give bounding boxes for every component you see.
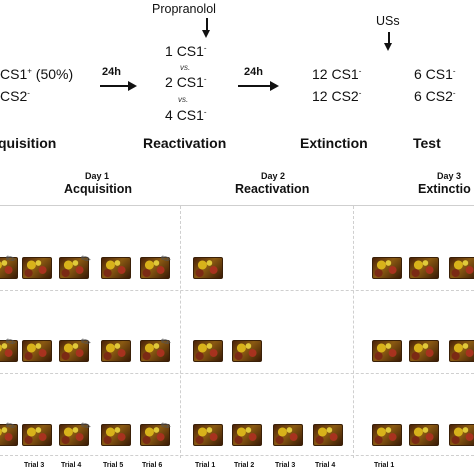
day2-phase: Reactivation	[235, 182, 310, 196]
row-divider-3	[0, 455, 474, 456]
stimulus-image	[140, 257, 170, 279]
arrow2-shaft	[238, 85, 272, 87]
arrow1-label: 24h	[102, 66, 121, 78]
drug-arrow-head	[202, 30, 210, 38]
stimulus-image	[101, 257, 131, 279]
us-arrow-head	[384, 43, 392, 51]
stimulus-image	[193, 340, 223, 362]
stimulus-image	[59, 424, 89, 446]
reactivation-option-3: 4 CS1-	[165, 107, 207, 123]
row-divider-1	[0, 290, 474, 291]
arrow2-label: 24h	[244, 66, 263, 78]
acquisition-cs2: CS2-	[0, 88, 30, 104]
stimulus-image	[273, 424, 303, 446]
stage-reactivation: Reactivation	[143, 135, 227, 151]
trial-label: Trial 5	[103, 462, 124, 469]
us-label: USs	[376, 14, 400, 28]
stimulus-image	[372, 424, 402, 446]
stimulus-image	[140, 424, 170, 446]
stimulus-image	[0, 257, 18, 279]
stimulus-image	[232, 340, 262, 362]
stimulus-image	[22, 257, 52, 279]
stimulus-image	[140, 340, 170, 362]
extinction-cs1: 12 CS1-	[312, 66, 362, 82]
us-arrow-shaft	[388, 32, 390, 44]
stimulus-image	[313, 424, 343, 446]
acquisition-cs1: CS1+ (50%)	[0, 66, 74, 82]
stimulus-image	[232, 424, 262, 446]
day-divider-1	[180, 206, 181, 458]
trial-label: Trial 1	[195, 462, 216, 469]
day3-phase: Extinctio	[418, 182, 471, 196]
stimulus-image	[22, 340, 52, 362]
stimulus-image	[193, 257, 223, 279]
stimulus-image	[59, 340, 89, 362]
reactivation-option-1: 1 CS1-	[165, 43, 207, 59]
stimulus-image	[409, 424, 439, 446]
day2-label: Day 2	[261, 171, 286, 181]
stimulus-image	[59, 257, 89, 279]
day-divider-2	[353, 206, 354, 458]
trial-label: Trial 4	[61, 462, 82, 469]
panel-top-border	[0, 205, 474, 206]
trial-label: Trial 3	[275, 462, 296, 469]
reactivation-option-2: 2 CS1-	[165, 74, 207, 90]
drug-arrow-shaft	[206, 18, 208, 32]
stimulus-image	[409, 340, 439, 362]
test-cs1: 6 CS1-	[414, 66, 456, 82]
stage-extinction: Extinction	[300, 135, 368, 151]
extinction-cs2: 12 CS2-	[312, 88, 362, 104]
stage-test: Test	[413, 135, 441, 151]
stimulus-image	[372, 257, 402, 279]
stimulus-image	[372, 340, 402, 362]
stimulus-image	[101, 424, 131, 446]
vs-label-2: vs.	[178, 95, 189, 104]
trial-label: Trial 4	[315, 462, 336, 469]
stage-acquisition: quisition	[0, 135, 57, 151]
day3-label: Day 3	[437, 171, 462, 181]
stimulus-image	[0, 340, 18, 362]
stimulus-image	[101, 340, 131, 362]
stimulus-image	[449, 424, 474, 446]
row-divider-2	[0, 373, 474, 374]
stimulus-image	[449, 257, 474, 279]
test-cs2: 6 CS2-	[414, 88, 456, 104]
stimulus-image	[409, 257, 439, 279]
stimulus-image	[193, 424, 223, 446]
vs-label-1: vs.	[180, 63, 191, 72]
arrow1-shaft	[100, 85, 130, 87]
trial-label: Trial 1	[374, 462, 395, 469]
drug-label: Propranolol	[152, 2, 216, 16]
day1-label: Day 1	[85, 171, 110, 181]
arrow1-head	[128, 81, 137, 91]
trial-label: Trial 6	[142, 462, 163, 469]
day1-phase: Acquisition	[64, 182, 133, 196]
trial-label: Trial 3	[24, 462, 45, 469]
trial-label: Trial 2	[234, 462, 255, 469]
stimulus-image	[449, 340, 474, 362]
stimulus-image	[22, 424, 52, 446]
arrow2-head	[270, 81, 279, 91]
stimulus-image	[0, 424, 18, 446]
